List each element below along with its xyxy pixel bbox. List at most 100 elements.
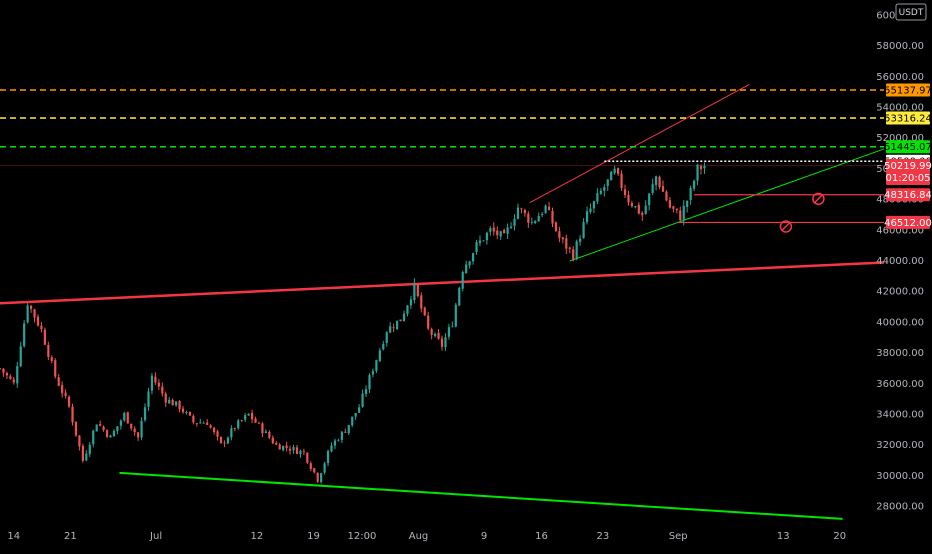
candle-body — [147, 391, 150, 407]
candle-body — [40, 325, 43, 330]
time-axis[interactable]: 14 21 Jul 12 19 12:00 Aug 9 16 23 Sep 13… — [7, 531, 846, 542]
candles-layer — [0, 162, 706, 484]
candle-body — [47, 344, 50, 357]
red-channel-upper — [529, 84, 750, 204]
candle-body — [454, 304, 457, 327]
candle-body — [568, 247, 571, 249]
level-label-bg — [886, 188, 930, 202]
candle-body — [16, 366, 19, 384]
candle-body — [485, 232, 488, 241]
candle-body — [630, 203, 634, 207]
level-label-48316: 48316.84 — [884, 188, 932, 202]
candle-body — [482, 240, 485, 242]
candle-body — [181, 408, 185, 413]
candle-body — [199, 422, 202, 424]
candle-body — [313, 468, 316, 473]
trendlines-layer — [0, 84, 885, 520]
candle-body — [206, 422, 209, 425]
x-tick-label: 14 — [7, 531, 20, 542]
candle-body — [168, 399, 171, 404]
x-tick-label: 13 — [777, 531, 790, 542]
y-tick-label: 34000.00 — [876, 410, 924, 421]
candle-body — [326, 450, 330, 464]
candle-body — [78, 435, 81, 447]
candle-body — [143, 407, 147, 421]
x-tick-label: 19 — [307, 531, 320, 542]
candle-body — [492, 227, 495, 232]
currency-badge[interactable]: USDT — [895, 3, 927, 21]
candle-body — [651, 184, 654, 193]
candle-body — [112, 430, 116, 437]
no-entry-icon-slash — [781, 222, 791, 231]
candle-body — [95, 424, 98, 432]
y-tick-label: 32000.00 — [876, 440, 924, 451]
candle-body — [572, 249, 575, 260]
candle-body — [233, 428, 236, 430]
x-tick-label: Aug — [409, 531, 429, 542]
candle-body — [375, 360, 378, 371]
candle-body — [675, 208, 678, 210]
candle-body — [371, 371, 375, 375]
candle-body — [185, 412, 188, 413]
candle-body — [592, 201, 596, 209]
candle-body — [237, 420, 240, 429]
candle-body — [226, 437, 230, 444]
candle-body — [157, 382, 160, 387]
candle-body — [506, 227, 509, 234]
candle-body — [178, 401, 181, 410]
candle-body — [465, 264, 468, 274]
candle-body — [420, 295, 423, 309]
candle-body — [392, 327, 395, 329]
candle-body — [133, 428, 136, 433]
candle-body — [105, 430, 109, 437]
candle-body — [57, 377, 60, 386]
candle-body — [537, 216, 540, 222]
y-tick-label: 42000.00 — [876, 287, 924, 298]
candle-body — [337, 440, 340, 442]
level-label-51445: 51445.07 — [884, 140, 932, 154]
candle-body — [19, 346, 22, 367]
candle-body — [544, 205, 547, 213]
level-label-55137: 55137.97 — [884, 83, 932, 97]
candle-body — [209, 425, 212, 428]
levels-layer — [0, 89, 884, 224]
candle-body — [192, 415, 195, 423]
candle-body — [285, 445, 288, 449]
candle-body — [661, 186, 665, 192]
candle-body — [5, 372, 9, 376]
candle-body — [316, 472, 319, 482]
x-tick-label: 16 — [535, 531, 548, 542]
candle-body — [202, 422, 205, 424]
no-entry-icon-slash — [814, 194, 823, 204]
candle-body — [268, 432, 271, 438]
y-tick-label: 46000.00 — [876, 225, 924, 236]
candle-body — [416, 284, 419, 296]
candle-body — [175, 401, 178, 406]
candle-body — [354, 413, 357, 417]
candle-body — [402, 313, 406, 322]
y-tick-label: 54000.00 — [876, 103, 924, 114]
candle-body — [99, 424, 102, 426]
candle-body — [299, 450, 302, 455]
candle-body — [458, 287, 461, 306]
candle-body — [295, 447, 299, 454]
candle-body — [154, 376, 157, 383]
candle-body — [26, 305, 29, 323]
candle-body — [399, 319, 402, 322]
candle-body — [92, 430, 95, 445]
candle-body — [344, 431, 347, 433]
candle-body — [471, 253, 475, 262]
candle-body — [641, 212, 644, 216]
candle-body — [126, 412, 129, 424]
x-tick-label: 12:00 — [347, 531, 376, 542]
y-tick-label: 56000.00 — [876, 72, 924, 83]
candle-body — [475, 242, 478, 252]
candle-body — [575, 241, 578, 260]
candle-body — [130, 423, 133, 429]
candle-body — [195, 423, 198, 424]
candle-body — [0, 368, 2, 370]
candle-body — [81, 445, 84, 461]
candle-body — [323, 463, 326, 473]
